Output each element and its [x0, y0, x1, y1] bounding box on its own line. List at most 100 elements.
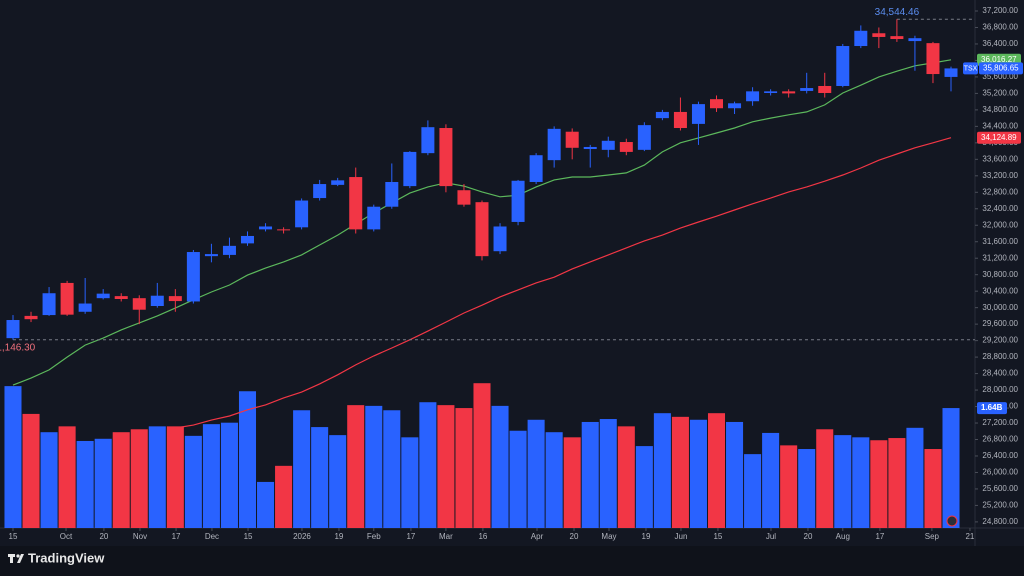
y-tick-label: 26,800.00: [982, 435, 1018, 444]
y-tick-label: 34,800.00: [982, 105, 1018, 114]
x-tick-label: 17: [875, 532, 884, 541]
candle-body: [475, 202, 489, 257]
candle-body: [782, 91, 796, 94]
y-tick-label: 36,400.00: [982, 39, 1018, 48]
candle-body: [367, 206, 381, 230]
x-tick-label: Sep: [925, 532, 940, 541]
candle-body: [800, 88, 814, 91]
x-tick-label: 21: [965, 532, 974, 541]
volume-bar: [238, 391, 257, 528]
x-tick-label: Jul: [766, 532, 776, 541]
price-label: 35,806.65: [983, 64, 1019, 73]
volume-bar: [689, 419, 707, 528]
candle-body: [96, 293, 110, 299]
alert-icon: [946, 515, 958, 527]
y-tick-label: 32,000.00: [982, 220, 1018, 229]
volume-bar: [473, 383, 491, 528]
y-tick-label: 25,600.00: [982, 484, 1018, 493]
y-tick-label: 26,400.00: [982, 451, 1018, 460]
x-tick-label: Dec: [205, 532, 219, 541]
y-tick-label: 32,400.00: [982, 204, 1018, 213]
x-tick-label: 19: [642, 532, 651, 541]
y-tick-label: 29,200.00: [982, 336, 1018, 345]
volume-bar: [130, 429, 148, 528]
candle-body: [764, 91, 778, 93]
x-tick-label: 20: [570, 532, 579, 541]
candle-body: [60, 282, 74, 315]
y-tick-label: 27,200.00: [982, 418, 1018, 427]
y-tick-label: 28,000.00: [982, 385, 1018, 394]
volume-bar: [870, 440, 888, 528]
brand: TradingView: [28, 550, 105, 565]
volume-bar: [437, 405, 455, 528]
candle-body: [277, 229, 291, 231]
candle-body: [493, 226, 507, 252]
y-tick-label: 33,600.00: [982, 154, 1018, 163]
volume-bar: [455, 408, 473, 528]
candle-body: [439, 128, 453, 187]
y-tick-label: 31,600.00: [982, 237, 1018, 246]
x-tick-label: 17: [406, 532, 415, 541]
candle-body: [457, 190, 471, 205]
volume-bar: [311, 427, 329, 528]
volume-bar: [816, 429, 834, 528]
volume-bar: [527, 419, 545, 528]
y-tick-label: 30,000.00: [982, 303, 1018, 312]
ma-label: 36,016.27: [981, 55, 1017, 64]
candle-body: [186, 252, 200, 302]
x-tick-label: 19: [334, 532, 343, 541]
candle-body: [168, 296, 182, 302]
volume-bar: [671, 416, 689, 528]
volume-bar: [744, 454, 762, 528]
volume-bar: [635, 446, 653, 528]
x-tick-label: May: [601, 532, 616, 541]
moving-average: [12, 59, 952, 386]
volume-bar: [257, 481, 275, 528]
volume-bar: [419, 402, 437, 528]
y-tick-label: 31,200.00: [982, 253, 1018, 262]
volume-bar: [4, 386, 22, 528]
candle-body: [6, 320, 20, 339]
candle-body: [295, 200, 309, 228]
candle-body: [872, 33, 886, 37]
y-tick-label: 35,600.00: [982, 72, 1018, 81]
ma-label-box: [977, 131, 1021, 144]
volume-bar: [707, 413, 726, 528]
footer-bar: [0, 546, 1024, 576]
candle-body: [854, 30, 868, 47]
candle-body: [132, 298, 146, 310]
volume-bar: [112, 432, 130, 528]
x-tick-label: Jun: [675, 532, 688, 541]
x-tick-label: 15: [244, 532, 253, 541]
volume-label-box: [977, 402, 1007, 415]
volume-bar: [509, 430, 527, 528]
volume-bar: [563, 437, 581, 528]
candle-body: [619, 142, 633, 152]
volume-label: 1.64B: [981, 403, 1003, 412]
candle-body: [385, 181, 399, 207]
x-tick-label: 2026: [293, 532, 311, 541]
y-tick-label: 33,200.00: [982, 171, 1018, 180]
ma-label: 34,124.89: [981, 133, 1017, 142]
y-tick-label: 30,800.00: [982, 270, 1018, 279]
x-tick-label: Oct: [60, 532, 73, 541]
volume-bar: [617, 426, 635, 528]
candle-body: [728, 103, 742, 109]
volume-bar: [581, 421, 599, 528]
moving-average: [175, 137, 952, 429]
candle-body: [583, 146, 597, 150]
candle-body: [818, 85, 832, 93]
volume-bar: [383, 410, 401, 528]
volume-bar: [780, 445, 798, 528]
volume-bar: [491, 405, 509, 528]
candle-body: [746, 91, 760, 102]
volume-bar: [58, 426, 76, 528]
candle-body: [222, 245, 236, 255]
volume-bar: [852, 437, 870, 528]
volume-bar: [166, 426, 184, 528]
volume-bar: [599, 419, 617, 528]
candle-body: [349, 177, 363, 230]
candle-body: [511, 180, 525, 222]
candle-body: [331, 180, 345, 185]
volume-bar: [347, 405, 365, 528]
